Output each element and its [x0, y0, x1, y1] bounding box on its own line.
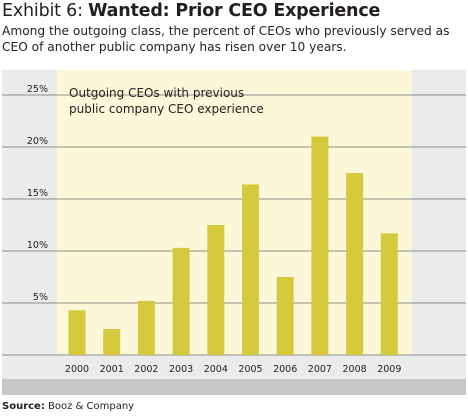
annotation-line: Outgoing CEOs with previous — [69, 86, 244, 100]
y-tick-labels: 5% 10% 15% 20% 25% — [27, 84, 48, 303]
bar-2009 — [380, 233, 398, 355]
bar-2000 — [68, 310, 86, 355]
x-tick-label: 2003 — [169, 364, 193, 375]
y-tick-label: 10% — [27, 240, 48, 251]
exhibit-title: Exhibit 6: Wanted: Prior CEO Experience — [2, 0, 380, 22]
x-tick-label: 2004 — [204, 364, 228, 375]
bar-2003 — [172, 247, 190, 355]
exhibit-number: Exhibit 6: — [2, 1, 89, 21]
y-tick-label: 15% — [27, 188, 48, 199]
bars — [68, 136, 398, 355]
bar-2008 — [346, 173, 364, 355]
x-tick-label: 2007 — [308, 364, 332, 375]
bar-2007 — [311, 136, 329, 355]
chart-headline: Wanted: Prior CEO Experience — [88, 1, 381, 21]
x-tick-label: 2000 — [65, 364, 89, 375]
source-note: Source: Booz & Company — [2, 400, 134, 414]
x-tick-label: 2001 — [100, 364, 124, 375]
bar-2002 — [137, 300, 155, 355]
x-tick-label: 2008 — [343, 364, 367, 375]
x-tick-label: 2002 — [134, 364, 158, 375]
chart-annotation: Outgoing CEOs with previous public compan… — [69, 86, 264, 116]
source-text: Booz & Company — [44, 401, 135, 412]
bar-2001 — [103, 329, 121, 355]
bar-chart: 5%10%15%20%25% 2000 2001 2002 2003 2004 2005 2… — [2, 70, 466, 395]
x-tick-label: 2006 — [273, 364, 297, 375]
bar-2005 — [242, 184, 259, 355]
x-tick-label: 2005 — [238, 364, 262, 375]
bar-2006 — [276, 277, 294, 355]
chart-subtitle: Among the outgoing class, the percent of… — [2, 24, 450, 54]
y-tick-label: 5% — [33, 292, 48, 303]
x-tick-labels: 2000 2001 2002 2003 2004 2005 2006 2007 2008 2009 — [65, 364, 401, 375]
x-tick-label: 2009 — [377, 364, 401, 375]
y-tick-label: 25% — [27, 84, 48, 95]
annotation-line: public company CEO experience — [69, 102, 264, 116]
chart-panel: 5% 10% 15% 20% 25% 2000 2001 2002 2003 2004 2005 2… — [2, 70, 466, 395]
bar-2004 — [207, 225, 225, 355]
footer-band — [2, 379, 466, 395]
y-tick-label: 20% — [27, 136, 48, 147]
source-label: Source: — [2, 401, 45, 412]
